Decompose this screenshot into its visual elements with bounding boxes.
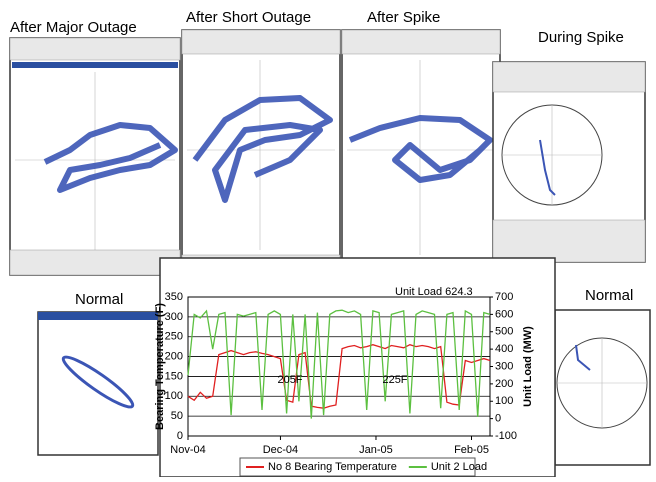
x-tick-label: Jan-05 [359,444,393,456]
y-tick-label: 0 [177,430,183,442]
legend-label: No 8 Bearing Temperature [268,461,397,473]
y-tick-label: 200 [165,350,183,362]
panel-label: Normal [75,291,123,308]
orbit-window [10,38,180,275]
y-tick-label: 300 [165,311,183,323]
x-tick-label: Nov-04 [170,444,205,456]
y2-tick-label: 100 [495,395,513,407]
y-tick-label: 250 [165,331,183,343]
legend-label: Unit 2 Load [431,461,487,473]
page: After Major Outage After Short Outage Af… [0,0,656,477]
panel-label: During Spike [538,29,624,46]
x-tick-label: Feb-05 [454,444,489,456]
y2-tick-label: 0 [495,413,501,425]
y2-axis-label: Unit Load (MW) [522,326,534,407]
panel-label: After Spike [367,9,440,26]
orbit-window [342,30,500,285]
orbit-window [38,312,158,455]
y2-tick-label: 600 [495,308,513,320]
y-tick-label: 150 [165,370,183,382]
annotation: 225F [382,374,407,386]
y-axis-label: Bearing Temperature (F) [154,303,166,430]
y2-tick-label: 500 [495,326,513,338]
annotation: 205F [277,374,302,386]
orbit-window [555,310,650,465]
y-tick-label: 100 [165,390,183,402]
orbit-window [182,30,340,280]
annotation: Unit Load 624.3 [395,286,473,298]
y2-tick-label: 200 [495,378,513,390]
y2-tick-label: 400 [495,343,513,355]
y2-tick-label: 300 [495,360,513,372]
orbit-window [493,62,645,262]
panel-label: After Major Outage [10,19,137,36]
y-tick-label: 50 [171,410,183,422]
x-tick-label: Dec-04 [263,444,298,456]
panel-label: Normal [585,287,633,304]
y2-tick-label: 700 [495,291,513,303]
y-tick-label: 350 [165,291,183,303]
panel-label: After Short Outage [186,9,311,26]
y2-tick-label: -100 [495,430,517,442]
